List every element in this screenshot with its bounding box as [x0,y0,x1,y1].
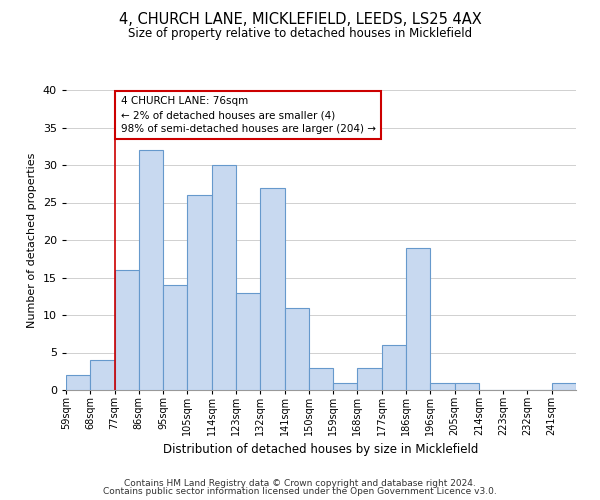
Bar [90,360,115,390]
Bar [236,292,260,390]
Bar [309,368,333,390]
Bar [260,188,284,390]
Bar [382,345,406,390]
Bar [163,285,187,390]
Bar [139,150,163,390]
Text: 4 CHURCH LANE: 76sqm
← 2% of detached houses are smaller (4)
98% of semi-detache: 4 CHURCH LANE: 76sqm ← 2% of detached ho… [121,96,376,134]
Bar [333,382,358,390]
Bar [430,382,455,390]
Bar [455,382,479,390]
Bar [66,375,90,390]
Text: Contains public sector information licensed under the Open Government Licence v3: Contains public sector information licen… [103,487,497,496]
Text: 4, CHURCH LANE, MICKLEFIELD, LEEDS, LS25 4AX: 4, CHURCH LANE, MICKLEFIELD, LEEDS, LS25… [119,12,481,28]
Bar [358,368,382,390]
X-axis label: Distribution of detached houses by size in Micklefield: Distribution of detached houses by size … [163,444,479,456]
Bar [187,195,212,390]
Bar [115,270,139,390]
Bar [284,308,309,390]
Bar [552,382,576,390]
Y-axis label: Number of detached properties: Number of detached properties [27,152,37,328]
Text: Size of property relative to detached houses in Micklefield: Size of property relative to detached ho… [128,28,472,40]
Bar [212,165,236,390]
Text: Contains HM Land Registry data © Crown copyright and database right 2024.: Contains HM Land Registry data © Crown c… [124,478,476,488]
Bar [406,248,430,390]
